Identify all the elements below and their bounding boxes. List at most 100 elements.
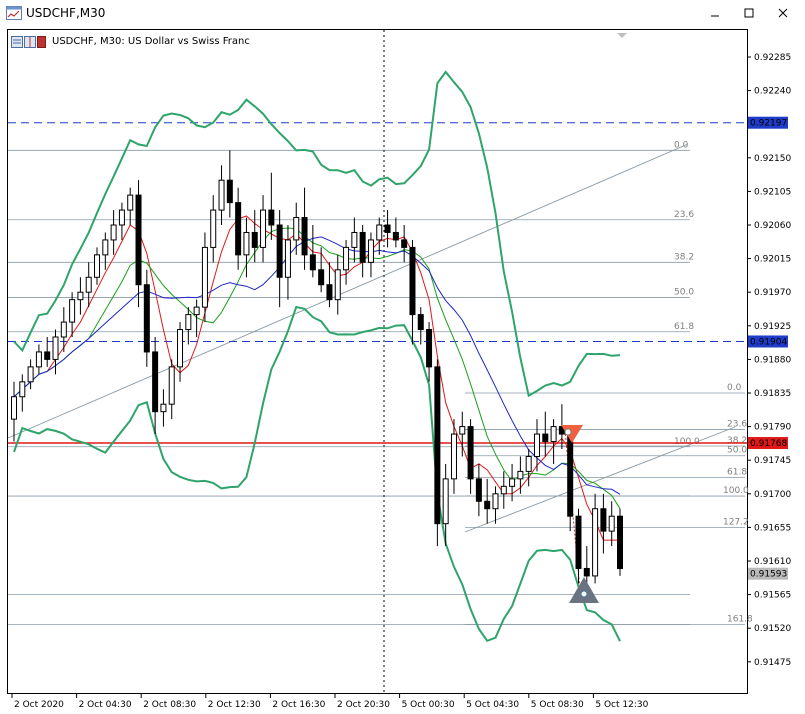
time-tick-label: 2 Oct 20:30 — [337, 700, 390, 710]
fib-level-label: 38.2 — [674, 252, 694, 262]
candle-body — [367, 239, 374, 263]
candle-body — [235, 202, 242, 256]
candle-body — [201, 246, 208, 308]
candle-body — [392, 231, 399, 241]
chart-header: USDCHF, M30: US Dollar vs Swiss Franc — [52, 36, 250, 47]
time-tick-label: 2 Oct 2020 — [14, 700, 64, 710]
candle-body — [110, 224, 117, 241]
candle-body — [525, 455, 532, 472]
ma-fast — [13, 215, 620, 541]
close-button[interactable] — [768, 4, 798, 24]
fib2-level-label: 23.6 — [727, 420, 747, 430]
candle-body — [52, 336, 59, 360]
candle-body — [168, 366, 175, 405]
price-tick-label: 0.91700 — [754, 490, 791, 500]
time-axis: 2 Oct 2020 2 Oct 04:30 2 Oct 08:30 2 Oct 12… — [11, 694, 649, 710]
price-tick-label: 0.92105 — [754, 187, 791, 197]
candle-body — [442, 478, 449, 525]
fib-level-label: 50.0 — [674, 287, 694, 297]
trend-line — [464, 426, 736, 533]
candles-layer — [11, 150, 623, 591]
marks-layer[interactable] — [561, 33, 627, 603]
minimize-icon — [711, 15, 719, 17]
price-tick-label: 0.92150 — [754, 154, 791, 164]
candle-body — [260, 209, 267, 248]
candle-body — [19, 381, 26, 398]
candle-body — [417, 314, 424, 331]
sell-marker-icon — [564, 428, 572, 436]
candle-body — [226, 179, 233, 204]
time-tick-label: 2 Oct 12:30 — [208, 700, 261, 710]
price-tick-label: 0.92015 — [754, 255, 791, 265]
candle-body — [533, 433, 540, 457]
candle-body — [567, 433, 574, 517]
price-tick-label: 0.91610 — [754, 557, 791, 567]
candle-body — [475, 478, 482, 502]
candle-body — [326, 284, 333, 301]
candle-body — [608, 515, 615, 532]
price-tick-label: 0.91475 — [754, 658, 791, 668]
maximize-icon — [744, 8, 754, 18]
time-tick-label: 5 Oct 08:30 — [531, 700, 584, 710]
candle-body — [517, 470, 524, 480]
ma-slow — [13, 236, 621, 495]
candle-body — [550, 426, 557, 443]
title-bar[interactable]: USDCHF,M30 — [0, 0, 805, 28]
fib2-level-label: 38.2 — [727, 436, 747, 446]
candle-body — [77, 291, 84, 301]
candle-body — [44, 351, 51, 360]
price-tick-label: 0.91925 — [754, 322, 791, 332]
price-tag-label: 0.91593 — [750, 570, 787, 580]
time-tick-label: 2 Oct 04:30 — [79, 700, 132, 710]
candle-body — [69, 299, 76, 323]
time-tick-label: 5 Oct 12:30 — [595, 700, 648, 710]
price-tick-label: 0.92285 — [754, 53, 791, 63]
candle-body — [251, 231, 258, 248]
fib-level-label: 23.6 — [674, 210, 694, 220]
candle-body — [426, 329, 433, 368]
price-tag — [748, 116, 788, 129]
bollinger-lower — [13, 305, 621, 643]
candle-body — [35, 351, 42, 368]
candle-body — [127, 194, 134, 211]
candle-body — [484, 500, 491, 510]
candle-body — [11, 396, 17, 420]
candle-body — [185, 314, 192, 331]
candle-body — [434, 366, 441, 525]
price-tick-label: 0.91880 — [754, 355, 791, 365]
trend-line — [7, 143, 689, 439]
candle-body — [384, 224, 391, 233]
candle-body — [575, 515, 582, 569]
price-tag — [748, 335, 788, 348]
price-tag-label: 0.92197 — [750, 119, 787, 129]
bollinger-upper — [13, 70, 621, 398]
candle-body — [94, 254, 101, 278]
price-tick-label: 0.92060 — [754, 221, 791, 231]
minimize-button[interactable] — [700, 4, 730, 24]
window-title: USDCHF,M30 — [26, 6, 106, 20]
flag-icon[interactable] — [37, 36, 46, 48]
price-tick-label: 0.91790 — [754, 423, 791, 433]
price-tag-label: 0.91904 — [750, 337, 787, 347]
table-icon[interactable] — [11, 36, 23, 48]
candle-body — [177, 329, 184, 368]
candle-body — [376, 224, 383, 241]
candle-body — [467, 426, 474, 480]
chart-toolbar-icons[interactable] — [11, 36, 47, 48]
price-tags-layer: 0.92197 0.91904 0.91768 0.91593 — [748, 116, 788, 580]
price-axis: 0.92285 0.92240 0.92150 0.92105 0.92060 0.920… — [747, 53, 791, 668]
price-tick-label: 0.91970 — [754, 288, 791, 298]
candle-body — [268, 209, 275, 226]
fib2-level-label: 61.8 — [727, 467, 747, 477]
candle-body — [542, 433, 549, 443]
candle-body — [409, 246, 416, 316]
horizontal-lines-layer[interactable] — [8, 122, 747, 444]
candle-body — [160, 403, 167, 413]
price-tick-label: 0.91565 — [754, 591, 791, 601]
candle-body — [210, 209, 217, 248]
fibonacci-layer[interactable]: 0.023.638.250.061.8100.00.023.638.250.06… — [7, 30, 753, 693]
maximize-button[interactable] — [734, 4, 764, 24]
candle-body — [193, 306, 200, 316]
